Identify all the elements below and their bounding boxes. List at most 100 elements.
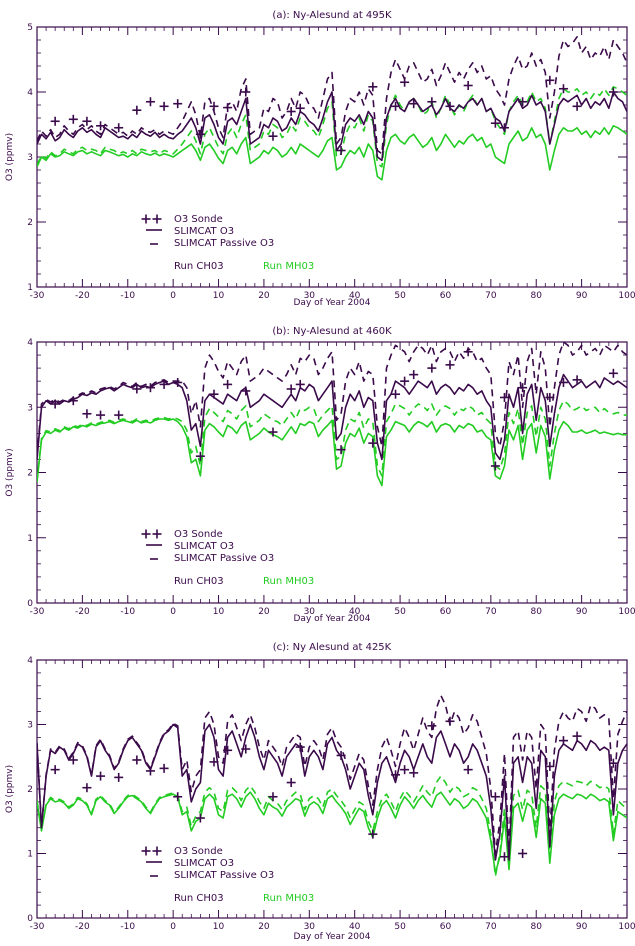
sonde-point — [391, 101, 401, 111]
x-tick-label: -10 — [120, 291, 135, 301]
sonde-point — [132, 384, 142, 394]
sonde-point — [336, 750, 346, 760]
sonde-point — [241, 87, 251, 97]
legend-label-slimcat: SLIMCAT O3 — [174, 226, 234, 237]
x-tick-label: 60 — [440, 607, 452, 617]
legend-label-sonde: O3 Sonde — [174, 846, 223, 857]
sonde-point — [608, 87, 618, 97]
sonde-point — [409, 370, 419, 380]
sonde-point — [445, 360, 455, 370]
y-tick-label: 2 — [27, 785, 33, 795]
sonde-point — [68, 396, 78, 406]
sonde-point — [82, 116, 92, 126]
sonde-point — [173, 377, 183, 387]
x-tick-label: 90 — [576, 291, 588, 301]
sonde-point — [145, 766, 155, 776]
x-tick-label: -20 — [75, 291, 90, 301]
x-tick-label: 50 — [394, 922, 406, 932]
chart-title: (a): Ny-Alesund at 495K — [272, 10, 392, 21]
sonde-point — [336, 146, 346, 155]
sonde-point — [490, 118, 500, 128]
x-tick-label: 10 — [213, 922, 225, 932]
x-tick-label: 80 — [531, 922, 543, 932]
legend-run-ch: Run CH03 — [174, 576, 224, 587]
sonde-point — [209, 101, 219, 111]
sonde-point — [409, 99, 419, 109]
plot-area — [37, 342, 627, 487]
sonde-point — [286, 778, 296, 788]
sonde-point — [427, 363, 437, 373]
y-tick-label: 4 — [27, 656, 33, 666]
legend-run-ch: Run CH03 — [174, 893, 224, 904]
sonde-point — [558, 377, 568, 387]
y-tick-label: 2 — [27, 218, 33, 228]
sonde-point — [173, 99, 183, 109]
sonde-point — [391, 389, 401, 399]
x-tick-label: 90 — [576, 922, 588, 932]
sonde-point — [572, 375, 582, 385]
sonde-point — [400, 77, 410, 87]
sonde-point — [545, 761, 555, 771]
mh03-o3-line — [37, 125, 627, 181]
sonde-point — [145, 383, 155, 393]
plot-frame — [36, 26, 628, 288]
x-tick-label: 100 — [618, 922, 635, 932]
sonde-point — [268, 131, 278, 141]
x-tick-label: 30 — [304, 291, 316, 301]
sonde-point — [545, 75, 555, 85]
legend-label-sonde: O3 Sonde — [174, 214, 223, 225]
sonde-point — [68, 114, 78, 124]
sonde-point — [96, 121, 106, 131]
sonde-point — [499, 392, 509, 402]
sonde-point — [82, 783, 92, 793]
sonde-point — [195, 129, 205, 139]
x-tick-label: -10 — [120, 922, 135, 932]
sonde-point — [572, 731, 582, 741]
sonde-point — [286, 384, 296, 394]
sonde-point — [608, 758, 618, 768]
y-tick-label: 3 — [27, 721, 33, 731]
sonde-point — [400, 765, 410, 775]
y-tick-label: 1 — [27, 283, 33, 293]
legend-run-mh: Run MH03 — [263, 576, 314, 587]
sonde-point — [286, 107, 296, 116]
x-axis-label: Day of Year 2004 — [294, 298, 371, 308]
mh03-o3-line — [37, 791, 627, 874]
chart-title: (b): Ny-Alesund at 460K — [272, 326, 392, 337]
sonde-point — [445, 101, 455, 111]
sonde-point — [558, 736, 568, 746]
sonde-point — [96, 771, 106, 781]
x-tick-label: 30 — [304, 922, 316, 932]
y-tick-label: 3 — [27, 403, 33, 413]
sonde-point — [241, 386, 251, 396]
x-tick-label: 0 — [170, 607, 176, 617]
sonde-point — [391, 770, 401, 780]
sonde-point — [518, 849, 528, 858]
sonde-point — [195, 813, 205, 823]
mh03-passive-o3-line — [37, 399, 627, 481]
y-tick-label: 3 — [27, 153, 33, 163]
y-tick-label: 5 — [27, 23, 33, 33]
x-tick-label: 20 — [258, 607, 270, 617]
plot-area — [37, 694, 627, 877]
sonde-point — [518, 383, 528, 393]
sonde-point — [490, 461, 500, 471]
sonde-point — [463, 81, 473, 90]
sonde-point — [114, 772, 124, 782]
x-tick-label: 50 — [394, 291, 406, 301]
sonde-point — [445, 716, 455, 726]
sonde-point — [518, 97, 528, 107]
x-tick-label: 70 — [485, 291, 497, 301]
sonde-point — [545, 392, 555, 402]
legend-label-slimcat: SLIMCAT O3 — [174, 541, 234, 552]
sonde-point — [268, 427, 278, 437]
sonde-point — [159, 101, 169, 111]
sonde-point — [50, 116, 60, 126]
x-tick-label: 20 — [258, 922, 270, 932]
mh03-o3-line — [37, 418, 627, 487]
x-tick-label: 40 — [349, 607, 361, 617]
sonde-point — [558, 84, 568, 94]
sonde-point — [114, 410, 124, 420]
slimcat-o3-line — [37, 723, 627, 861]
